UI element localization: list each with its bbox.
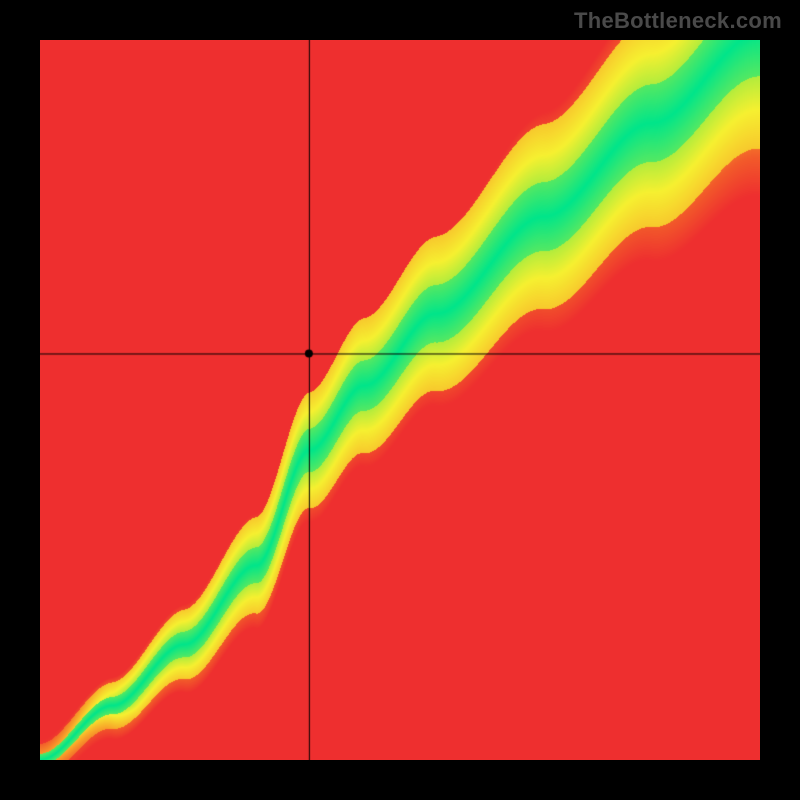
chart-frame: TheBottleneck.com <box>0 0 800 800</box>
bottleneck-heatmap <box>40 40 760 760</box>
watermark-text: TheBottleneck.com <box>574 8 782 34</box>
